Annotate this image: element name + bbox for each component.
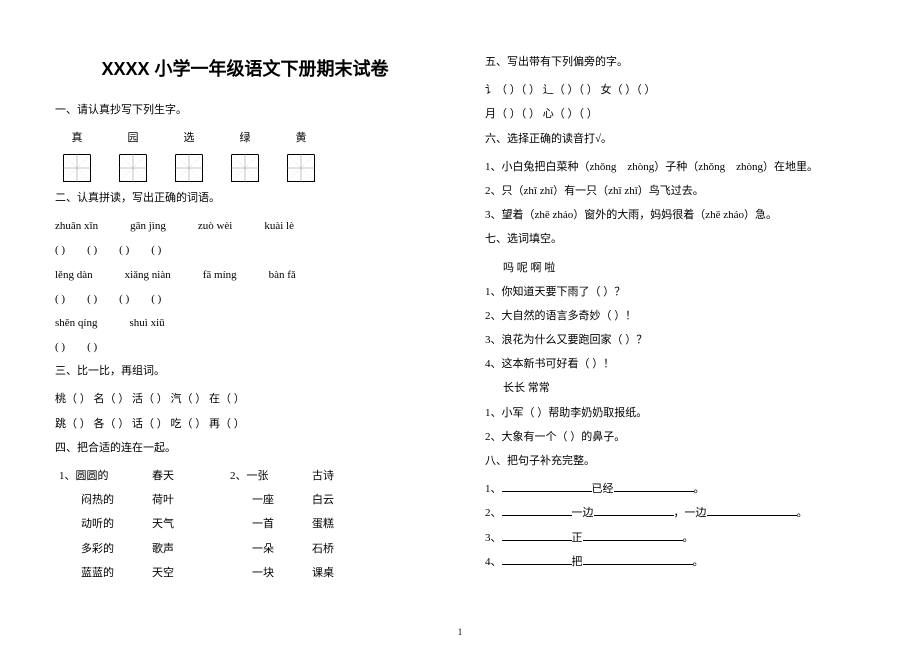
char-col: 真 <box>63 126 91 182</box>
match-item: 1、圆圆的 <box>59 464 114 488</box>
blank-line <box>583 555 693 565</box>
left-column: XXXX 小学一年级语文下册期末试卷 一、请认真抄写下列生字。 真 园 选 绿 黄 二、… <box>55 50 435 585</box>
s6-item: 3、望着（zhē zháo）窗外的大雨，妈妈很着（zhē zháo）急。 <box>485 203 865 227</box>
s5-row2: 月（ ）（ ） 心（ ）（ ） <box>485 102 865 126</box>
char-col: 园 <box>119 126 147 182</box>
match-item: 一朵 <box>230 537 274 561</box>
blank-line <box>502 482 592 492</box>
match-item: 歌声 <box>152 537 174 561</box>
char-col: 绿 <box>231 126 259 182</box>
match-item: 一座 <box>230 488 274 512</box>
s7a-item: 4、这本新书可好看（ ）！ <box>485 352 865 376</box>
match-item: 闷热的 <box>59 488 114 512</box>
section-6-heading: 六、选择正确的读音打√。 <box>485 127 865 151</box>
section-7-heading: 七、选词填空。 <box>485 227 865 251</box>
pinyin-row: lěng dànxiǎng niànfā míngbàn fǎ <box>55 263 435 287</box>
match-item: 多彩的 <box>59 537 114 561</box>
match-item: 蓝蓝的 <box>59 561 114 585</box>
pinyin-row: shēn qíngshuì xiū <box>55 311 435 335</box>
section-5-heading: 五、写出带有下列偏旁的字。 <box>485 50 865 74</box>
match-item: 一块 <box>230 561 274 585</box>
match-item: 春天 <box>152 464 174 488</box>
blank-line <box>502 555 572 565</box>
blank-line <box>707 506 797 516</box>
section-8-heading: 八、把句子补充完整。 <box>485 449 865 473</box>
match-item: 蛋糕 <box>312 512 334 536</box>
match-item: 一首 <box>230 512 274 536</box>
char-label: 真 <box>72 126 83 150</box>
s7a-item: 1、你知道天要下雨了（ ）？ <box>485 280 865 304</box>
s6-item: 2、只（zhī zhǐ）有一只（zhī zhǐ）鸟飞过去。 <box>485 179 865 203</box>
s7a-options: 吗 呢 啊 啦 <box>503 256 865 280</box>
writing-grid <box>231 154 259 182</box>
section-4-heading: 四、把合适的连在一起。 <box>55 436 435 460</box>
match-item: 石桥 <box>312 537 334 561</box>
page-number: 1 <box>458 627 463 637</box>
section-1-heading: 一、请认真抄写下列生字。 <box>55 98 435 122</box>
pinyin-row: zhuān xīngān jìngzuò wèikuài lè <box>55 214 435 238</box>
match-item: 天气 <box>152 512 174 536</box>
writing-grid <box>287 154 315 182</box>
blank-line <box>502 531 572 541</box>
writing-grid <box>63 154 91 182</box>
s7a-item: 2、大自然的语言多奇妙（ ）！ <box>485 304 865 328</box>
blank-line <box>594 506 674 516</box>
match-item: 天空 <box>152 561 174 585</box>
blank-line <box>502 506 572 516</box>
s8-item: 3、正。 <box>485 526 865 550</box>
match-item: 课桌 <box>312 561 334 585</box>
section-2-heading: 二、认真拼读，写出正确的词语。 <box>55 186 435 210</box>
s7b-item: 1、小军（ ）帮助李奶奶取报纸。 <box>485 401 865 425</box>
paren-row: ( )( )( )( ) <box>55 287 435 311</box>
right-column: 五、写出带有下列偏旁的字。 讠（ ）（ ） 辶（ ）（ ） 女（ ）（ ） 月（… <box>485 50 865 585</box>
char-label: 绿 <box>240 126 251 150</box>
s7b-options: 长长 常常 <box>503 376 865 400</box>
match-item: 动听的 <box>59 512 114 536</box>
exam-title: XXXX 小学一年级语文下册期末试卷 <box>55 50 435 90</box>
paren-row: ( )( ) <box>55 335 435 359</box>
char-label: 园 <box>128 126 139 150</box>
section-3-heading: 三、比一比，再组词。 <box>55 359 435 383</box>
s7a-item: 3、浪花为什么又要跑回家（ ）？ <box>485 328 865 352</box>
writing-grid <box>119 154 147 182</box>
writing-grid <box>175 154 203 182</box>
s8-item: 1、已经。 <box>485 477 865 501</box>
char-col: 黄 <box>287 126 315 182</box>
char-col: 选 <box>175 126 203 182</box>
s5-row1: 讠（ ）（ ） 辶（ ）（ ） 女（ ）（ ） <box>485 78 865 102</box>
match-item: 2、一张 <box>230 464 274 488</box>
s3-row1: 桃（ ） 名（ ） 活（ ） 汽（ ） 在（ ） <box>55 387 435 411</box>
match-item: 古诗 <box>312 464 334 488</box>
blank-line <box>583 531 683 541</box>
char-label: 选 <box>184 126 195 150</box>
s8-item: 4、把。 <box>485 550 865 574</box>
char-label: 黄 <box>296 126 307 150</box>
match-item: 白云 <box>312 488 334 512</box>
match-item: 荷叶 <box>152 488 174 512</box>
blank-line <box>614 482 694 492</box>
section-4-matching: 1、圆圆的 闷热的 动听的 多彩的 蓝蓝的 春天荷叶天气歌声天空 2、一张 一座… <box>59 464 435 585</box>
paren-row: ( )( )( )( ) <box>55 238 435 262</box>
section-1-chars: 真园选绿黄 <box>63 126 435 182</box>
s8-item: 2、一边，一边。 <box>485 501 865 525</box>
s7b-item: 2、大象有一个（ ）的鼻子。 <box>485 425 865 449</box>
s3-row2: 跳（ ） 各（ ） 话（ ） 吃（ ） 再（ ） <box>55 412 435 436</box>
s6-item: 1、小白兔把白菜种（zhǒng zhòng）子种（zhǒng zhòng）在地里… <box>485 155 865 179</box>
